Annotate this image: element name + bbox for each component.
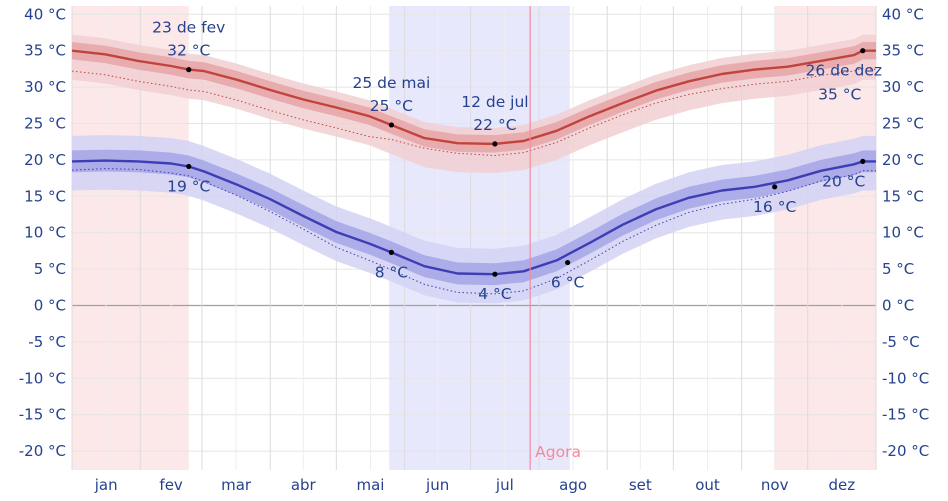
annotation-date: 26 de dez <box>806 62 882 80</box>
month-label: out <box>695 476 720 494</box>
cold-period-1 <box>389 6 570 470</box>
month-label: mar <box>221 476 252 494</box>
high-point <box>388 122 394 128</box>
y-tick-left: 20 °C <box>24 151 66 169</box>
y-tick-right: 35 °C <box>882 42 924 60</box>
y-tick-right: 25 °C <box>882 115 924 133</box>
month-label: dez <box>829 476 856 494</box>
y-tick-right: 10 °C <box>882 224 924 242</box>
month-label: jan <box>94 476 118 494</box>
annotation-value: 6 °C <box>551 274 584 292</box>
annotation-labels: 23 de fev 32 °C 25 de mai 25 °C 12 de jul 22 … <box>152 19 882 304</box>
low-line <box>71 159 876 276</box>
y-tick-right: -15 °C <box>882 406 929 424</box>
high-point <box>860 48 866 54</box>
annotation-date: 23 de fev <box>152 19 225 37</box>
month-label: nov <box>761 476 789 494</box>
annotation-value: 32 °C <box>167 42 210 60</box>
now-marker: Agora <box>529 6 581 470</box>
high-dotted-line <box>71 67 877 157</box>
y-tick-right: 0 °C <box>882 297 914 315</box>
high-point <box>492 141 498 147</box>
annotation-value: 25 °C <box>370 97 413 115</box>
y-tick-right: 15 °C <box>882 187 924 205</box>
y-tick-left: 15 °C <box>24 187 66 205</box>
now-label: Agora <box>535 443 581 461</box>
x-axis-months: jan fev mar abr mai jun jul ago set out nov dez <box>94 476 856 494</box>
annotation-value: 35 °C <box>818 86 861 104</box>
y-tick-left: 35 °C <box>24 42 66 60</box>
high-band-outer <box>72 34 876 174</box>
high-line <box>71 49 876 146</box>
low-band-outer <box>72 135 876 304</box>
annotation-date: 12 de jul <box>461 93 528 111</box>
annotation-date: 25 de mai <box>352 74 430 92</box>
y-tick-right: -10 °C <box>882 369 929 387</box>
low-point <box>186 163 192 170</box>
month-label: jun <box>425 476 449 494</box>
low-point <box>860 158 866 164</box>
high-point <box>186 67 192 73</box>
y-tick-right: 40 °C <box>882 5 924 23</box>
y-tick-right: -5 °C <box>882 333 920 351</box>
low-point <box>565 259 571 266</box>
y-tick-left: -15 °C <box>19 406 66 424</box>
y-tick-left: 0 °C <box>34 297 66 315</box>
month-label: jul <box>495 476 514 494</box>
annotation-value: 20 °C <box>822 172 865 190</box>
temperature-lines <box>71 49 877 295</box>
month-label: fev <box>159 476 183 494</box>
y-tick-left: 25 °C <box>24 115 66 133</box>
annotation-value: 4 °C <box>478 285 511 303</box>
y-tick-left: 30 °C <box>24 78 66 96</box>
low-point <box>772 184 778 190</box>
annotation-points <box>186 48 866 277</box>
annotation-value: 19 °C <box>167 177 210 195</box>
annotation-value: 8 °C <box>375 263 408 281</box>
y-tick-right: 5 °C <box>882 260 914 278</box>
y-tick-right: -20 °C <box>882 442 929 460</box>
y-tick-left: -5 °C <box>28 333 66 351</box>
y-tick-left: -10 °C <box>19 369 66 387</box>
annotation-value: 22 °C <box>473 116 516 134</box>
month-label: set <box>629 476 652 494</box>
y-axis-right: 40 °C 35 °C 30 °C 25 °C 20 °C 15 °C 10 °C 5 °C 0… <box>882 5 929 460</box>
y-axis-left: 40 °C 35 °C 30 °C 25 °C 20 °C 15 °C 10 °C 5 °C 0… <box>19 5 66 460</box>
low-point <box>492 271 498 277</box>
y-tick-left: -20 °C <box>19 442 66 460</box>
y-tick-right: 30 °C <box>882 78 924 96</box>
y-tick-right: 20 °C <box>882 151 924 169</box>
month-label: ago <box>559 476 587 494</box>
y-tick-left: 10 °C <box>24 224 66 242</box>
y-tick-left: 40 °C <box>24 5 66 23</box>
low-point <box>388 249 394 255</box>
y-tick-left: 5 °C <box>34 260 66 278</box>
annotation-value: 16 °C <box>753 198 796 216</box>
month-label: abr <box>291 476 317 494</box>
low-dotted-line <box>71 168 876 295</box>
month-label: mai <box>356 476 384 494</box>
